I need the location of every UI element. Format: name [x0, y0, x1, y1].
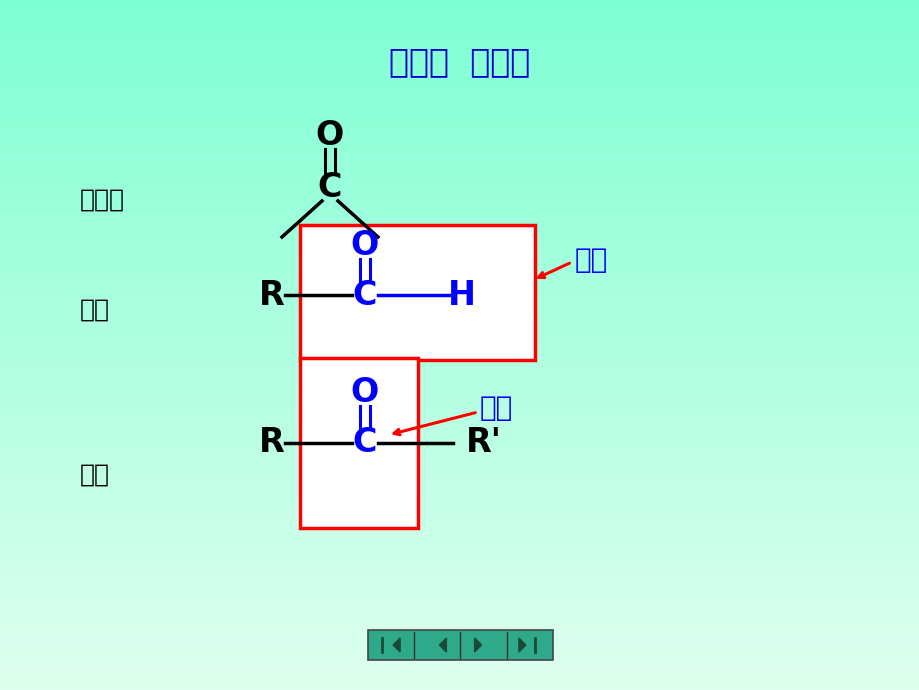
Text: 第一节  醛和酮: 第一节 醛和酮 — [389, 46, 530, 79]
Text: C: C — [317, 170, 342, 204]
Text: 羰基：: 羰基： — [80, 188, 125, 212]
Text: C: C — [352, 279, 377, 311]
Text: R': R' — [466, 426, 502, 460]
Text: R: R — [259, 279, 285, 311]
Text: 酮基: 酮基 — [480, 394, 513, 422]
Text: 酮：: 酮： — [80, 463, 110, 487]
Text: H: H — [448, 279, 475, 311]
Bar — [300, 225, 535, 360]
Text: R: R — [259, 426, 285, 460]
Polygon shape — [518, 638, 526, 652]
Text: C: C — [352, 426, 377, 460]
Text: O: O — [350, 228, 379, 262]
Bar — [368, 630, 552, 660]
Text: O: O — [350, 375, 379, 408]
Text: O: O — [315, 119, 344, 152]
Bar — [300, 358, 417, 528]
Text: 醛基: 醛基 — [574, 246, 607, 274]
Text: 醛：: 醛： — [80, 298, 110, 322]
Polygon shape — [474, 638, 482, 652]
Polygon shape — [439, 638, 446, 652]
Polygon shape — [392, 638, 400, 652]
